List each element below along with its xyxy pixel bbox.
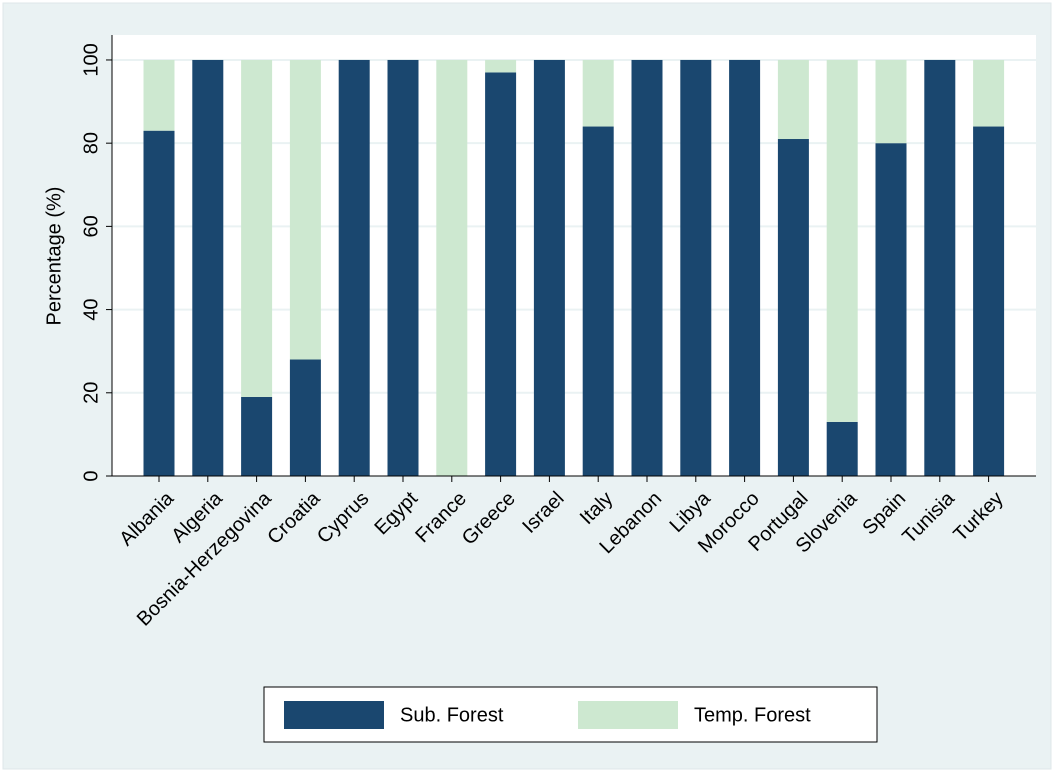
y-tick-label: 0 bbox=[80, 470, 102, 481]
bar-segment bbox=[582, 126, 614, 476]
bar-segment bbox=[192, 59, 224, 476]
bar-segment bbox=[533, 59, 565, 476]
bar-segment bbox=[241, 396, 273, 476]
bar-segment bbox=[143, 59, 175, 131]
y-axis-label: Percentage (%) bbox=[43, 187, 65, 326]
bar-segment bbox=[289, 59, 321, 360]
y-tick-label: 20 bbox=[80, 382, 102, 404]
bar-segment bbox=[777, 139, 809, 476]
y-tick-label: 80 bbox=[80, 132, 102, 154]
bar-segment bbox=[826, 421, 858, 476]
bar-segment bbox=[485, 59, 517, 73]
bar-segment bbox=[387, 59, 419, 476]
legend: Sub. Forest Temp. Forest bbox=[263, 686, 878, 743]
legend-swatch bbox=[578, 701, 678, 729]
bar-segment bbox=[875, 143, 907, 477]
bar-segment bbox=[338, 59, 370, 476]
legend-label: Temp. Forest bbox=[694, 704, 811, 726]
bar-segment bbox=[729, 59, 761, 476]
legend-label: Sub. Forest bbox=[400, 704, 504, 726]
bar-segment bbox=[875, 59, 907, 144]
bar-segment bbox=[241, 59, 273, 397]
bar-segment bbox=[631, 59, 663, 476]
y-tick-label: 100 bbox=[80, 43, 102, 76]
bar-segment bbox=[485, 72, 517, 477]
legend-swatch bbox=[284, 701, 384, 729]
bar-segment bbox=[680, 59, 712, 476]
bar-segment bbox=[582, 59, 614, 127]
bar-segment bbox=[777, 59, 809, 140]
bar-segment bbox=[973, 59, 1005, 127]
bar-segment bbox=[143, 130, 175, 477]
bar-segment bbox=[436, 59, 468, 476]
y-tick-label: 40 bbox=[80, 298, 102, 320]
bar-segment bbox=[973, 126, 1005, 476]
bar-segment bbox=[924, 59, 956, 476]
bar-segment bbox=[826, 59, 858, 422]
bar-segment bbox=[289, 359, 321, 476]
y-tick-label: 60 bbox=[80, 215, 102, 237]
